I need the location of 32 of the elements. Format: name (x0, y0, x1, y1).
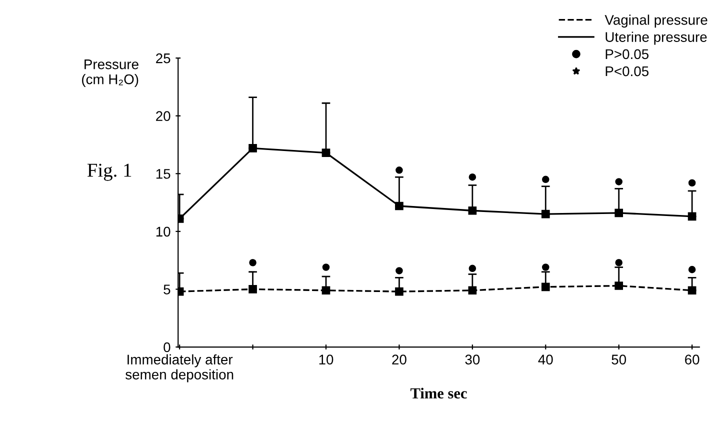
x-tick-label: 50 (612, 354, 626, 365)
x-tick-label: Immediately after semen deposition (126, 354, 234, 382)
point (322, 264, 330, 271)
point (542, 176, 550, 184)
legend-label: Uterine pressure (606, 32, 707, 45)
y-tick-label: 20 (156, 111, 170, 122)
point (615, 258, 622, 266)
legend-label: Vaginal pressure (604, 14, 708, 28)
x-tick-label: 20 (392, 354, 406, 365)
point (396, 267, 403, 274)
y-tick-label: 0 (164, 342, 170, 352)
legend-label: P>0.05 (606, 49, 649, 60)
caption: Fig. 1 (87, 164, 132, 181)
legend-label: P<0.05 (606, 66, 649, 76)
x-tick-label: 30 (465, 354, 480, 365)
x-tick-label: 60 (685, 354, 700, 365)
x-axis-title: Time sec (410, 388, 467, 399)
point (688, 266, 696, 274)
y-axis-title: Pressure (cm H₂O) (82, 60, 138, 87)
y-tick-label: 10 (156, 226, 170, 237)
y-tick-label: 25 (156, 53, 170, 64)
point (542, 264, 550, 271)
point (249, 258, 256, 266)
y-tick-label: 5 (164, 284, 170, 294)
point (615, 178, 622, 186)
point (688, 179, 696, 187)
x-tick-label: 40 (538, 354, 553, 365)
point (468, 173, 476, 181)
point (468, 264, 476, 272)
y-tick-label: 15 (156, 169, 170, 179)
x-tick-label: 10 (319, 354, 334, 365)
point (396, 166, 403, 174)
